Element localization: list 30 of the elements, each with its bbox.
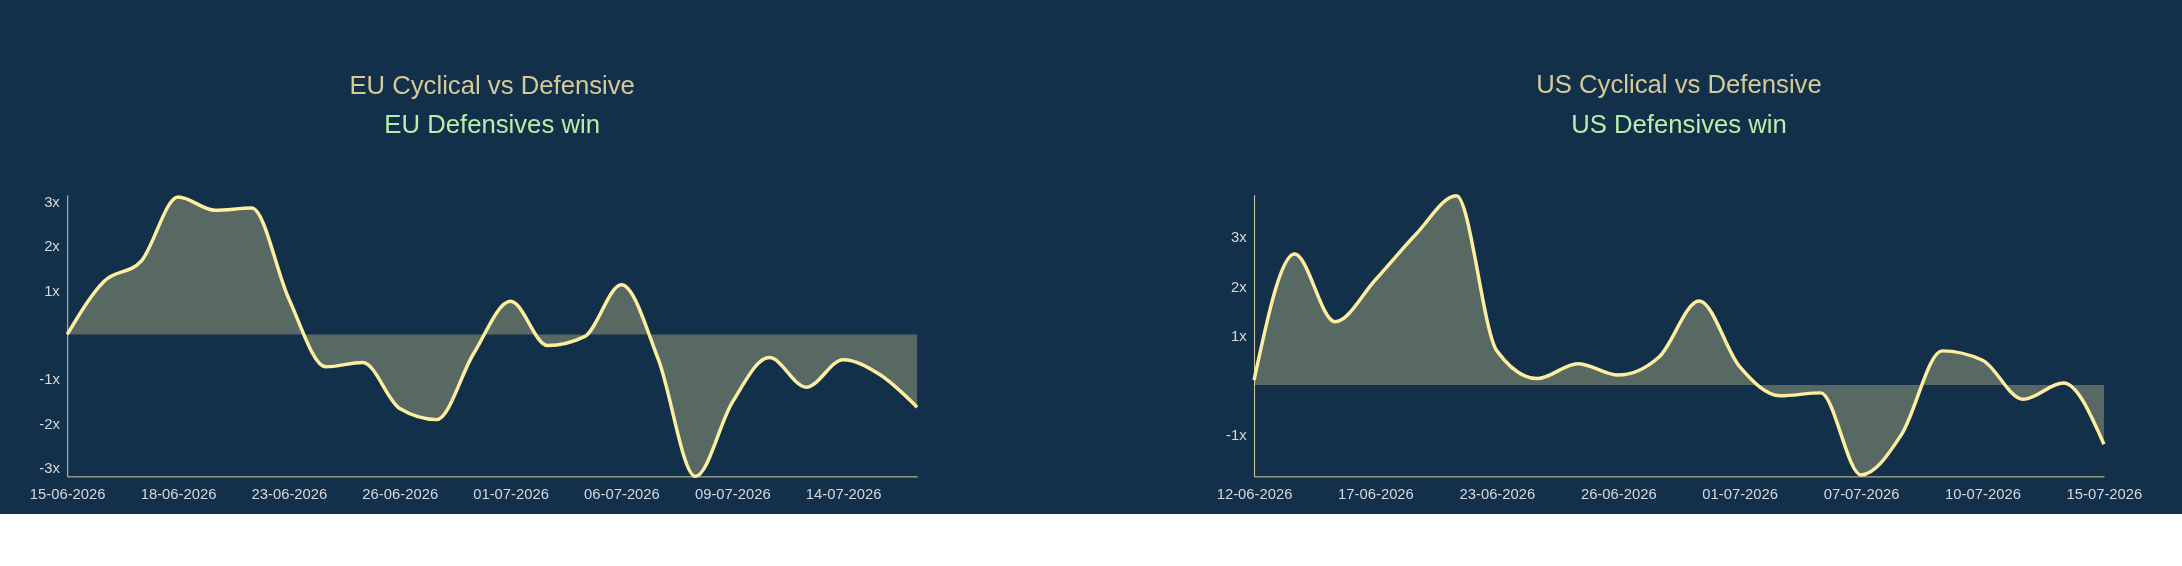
y-tick-label: -1x [39,371,61,388]
y-tick-label: 1x [1230,328,1248,344]
x-tick-label: 01-07-2026 [473,485,549,502]
y-tick-label: -3x [39,459,61,476]
chart-title: EU Cyclical vs Defensive [349,70,635,99]
chart-subtitle: EU Defensives win [384,110,600,139]
x-tick-label: 17-06-2026 [1338,485,1414,502]
y-tick-label: -2x [39,415,61,432]
x-tick-label: 07-07-2026 [1823,485,1900,502]
x-tick-label: 26-06-2026 [1580,485,1657,502]
x-tick-label: 23-06-2026 [251,485,328,502]
y-tick-label: 3x [44,193,61,210]
x-tick-label: 12-06-2026 [1216,485,1293,502]
x-tick-label: 15-07-2026 [2066,485,2143,502]
x-tick-label: 10-07-2026 [1945,485,2021,502]
chart-subtitle: US Defensives win [1571,109,1787,138]
chart-title: US Cyclical vs Defensive [1536,70,1822,99]
y-tick-label: -1x [1226,426,1248,443]
x-tick-label: 26-06-2026 [362,485,439,502]
x-tick-label: 15-06-2026 [29,485,106,502]
x-tick-label: 18-06-2026 [140,485,217,502]
x-tick-label: 06-07-2026 [584,485,660,502]
x-tick-label: 23-06-2026 [1459,485,1536,502]
y-tick-label: 1x [44,282,61,299]
x-tick-label: 14-07-2026 [805,485,882,502]
x-tick-label: 01-07-2026 [1702,485,1779,502]
y-tick-label: 3x [1230,229,1248,246]
y-tick-label: 2x [1230,278,1248,295]
x-tick-label: 09-07-2026 [694,485,771,502]
y-tick-label: 2x [44,238,61,255]
